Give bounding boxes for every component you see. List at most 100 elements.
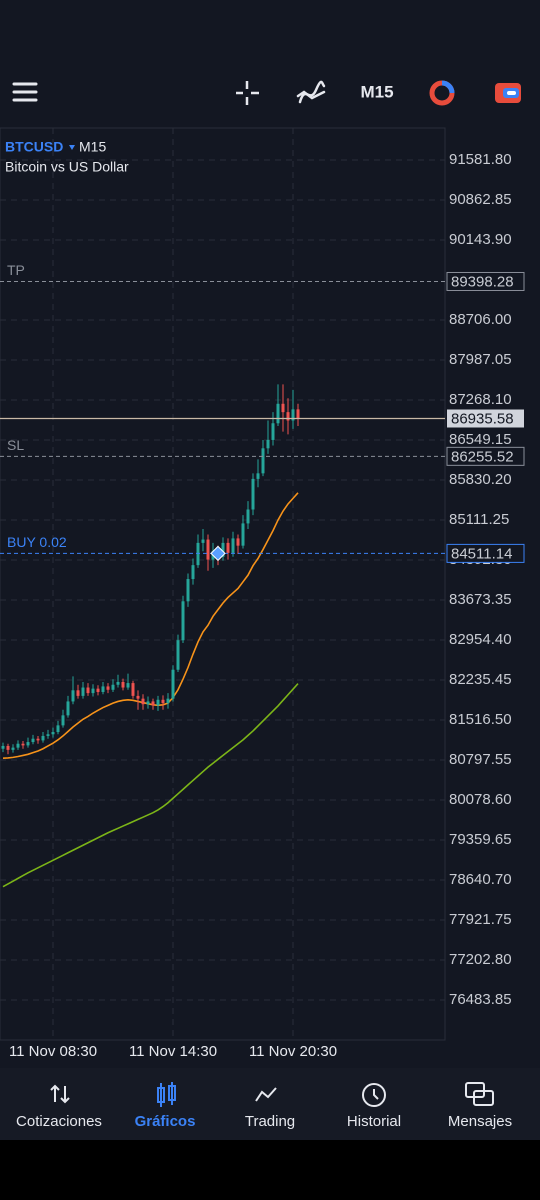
nav-icon-active xyxy=(157,1082,176,1107)
y-tick-label: 86549.15 xyxy=(449,431,512,448)
x-tick-label: 11 Nov 08:30 xyxy=(9,1043,97,1060)
y-tick-label: 91581.80 xyxy=(449,151,512,168)
candle-body xyxy=(266,439,270,449)
chart: 91581.80 90862.85 90143.90 88706.00 87987.05… xyxy=(0,128,525,1060)
candle-body xyxy=(206,539,210,560)
level-price: 84511.14 xyxy=(451,545,512,562)
bottom-nav xyxy=(0,1068,540,1140)
candle-body xyxy=(106,686,110,690)
y-tick-label: 85111.25 xyxy=(449,511,509,528)
candle-body xyxy=(126,683,130,688)
nav-item[interactable]: Trading xyxy=(245,1113,295,1130)
candle-body xyxy=(176,640,180,670)
y-tick-label: 77921.75 xyxy=(449,911,512,928)
candle-body xyxy=(41,735,45,741)
candle-body xyxy=(76,690,80,696)
candle-body xyxy=(156,699,160,706)
candle-body xyxy=(26,742,30,746)
candle-body xyxy=(81,687,85,696)
candle-body xyxy=(191,565,195,580)
nav-item[interactable]: Gráficos xyxy=(135,1113,196,1130)
moving-average-line xyxy=(2,683,299,888)
candle-body xyxy=(111,684,115,690)
candle-body xyxy=(91,688,95,694)
candle-body xyxy=(56,725,60,733)
symbol[interactable]: BTCUSD xyxy=(5,139,63,155)
candle-body xyxy=(131,683,135,696)
candle-body xyxy=(101,686,105,692)
candle-body xyxy=(256,473,260,479)
level-price-box xyxy=(446,543,525,563)
nav-item[interactable]: Mensajes xyxy=(448,1113,512,1130)
y-tick-label: 76483.85 xyxy=(449,991,512,1008)
crosshair-button[interactable] xyxy=(236,81,259,105)
nav-item[interactable]: Cotizaciones xyxy=(16,1113,102,1130)
candle-body xyxy=(161,699,165,704)
candle-body xyxy=(136,695,140,699)
y-tick-label: 80797.55 xyxy=(449,751,512,768)
moving-average-line xyxy=(2,492,299,759)
candle-body xyxy=(51,732,55,735)
y-tick-label: 88706.00 xyxy=(449,311,512,328)
chart-header: BTCUSD M15 Bitcoin vs US Dollar xyxy=(5,139,129,175)
level-label: SL xyxy=(7,437,24,453)
candle-body xyxy=(151,701,155,706)
y-tick-label: 90862.85 xyxy=(449,191,512,208)
candle-body xyxy=(141,698,145,705)
nav-item[interactable]: Historial xyxy=(347,1113,401,1130)
level-label: BUY 0.02 xyxy=(7,534,67,550)
candle-body xyxy=(251,478,255,510)
candle-body xyxy=(16,743,20,748)
candle-body xyxy=(1,745,5,749)
candle-body xyxy=(291,409,295,421)
candle-body xyxy=(61,715,65,726)
candle-body xyxy=(31,738,35,743)
candle-body xyxy=(241,523,245,546)
chart-frame xyxy=(0,127,446,1041)
current-price: 86935.58 xyxy=(451,410,514,427)
y-tick-label: 77202.80 xyxy=(449,951,512,968)
candle-body xyxy=(166,698,170,704)
account-button[interactable] xyxy=(495,83,521,103)
menu-button[interactable] xyxy=(12,82,38,102)
candle-body xyxy=(71,690,75,702)
indicators-button[interactable] xyxy=(296,80,326,104)
y-tick-label: 83673.35 xyxy=(449,591,512,608)
level-price-box xyxy=(446,271,525,291)
x-tick-label: 11 Nov 14:30 xyxy=(129,1043,217,1060)
candle-body xyxy=(276,403,280,424)
candle-body xyxy=(46,734,50,736)
system-bar xyxy=(0,1140,540,1200)
candle-body xyxy=(236,538,240,546)
y-tick-label: 79359.65 xyxy=(449,831,512,848)
candle-body xyxy=(246,509,250,524)
nav-labels: Cotizaciones Gráficos Trading Historial Mens… xyxy=(16,1113,512,1130)
candle-body xyxy=(226,542,230,553)
candle-body xyxy=(116,681,120,685)
level-label: TP xyxy=(7,262,25,278)
candle-body xyxy=(121,681,125,688)
candle-body xyxy=(181,601,185,641)
candle-body xyxy=(6,745,10,750)
entry-marker xyxy=(210,545,226,562)
symbol-dropdown[interactable] xyxy=(69,145,75,150)
y-tick-label: 82235.45 xyxy=(449,671,512,688)
trade-button[interactable] xyxy=(429,80,455,106)
candle-body xyxy=(36,738,40,741)
candle-body xyxy=(146,701,150,705)
y-tick-label: 87268.10 xyxy=(449,391,512,408)
chart-timeframe: M15 xyxy=(79,139,106,155)
level-price: 86255.52 xyxy=(451,448,514,465)
candle-body xyxy=(286,412,290,421)
price-box xyxy=(447,409,524,428)
y-tick-label: 81516.50 xyxy=(449,711,512,728)
level-price-box xyxy=(446,446,525,466)
timeframe-button[interactable]: M15 xyxy=(360,82,393,101)
candle-body xyxy=(281,403,285,413)
candle-body xyxy=(296,409,300,419)
candle-body xyxy=(201,539,205,543)
level-price: 89398.28 xyxy=(451,273,514,290)
nav-icons xyxy=(50,1082,494,1107)
